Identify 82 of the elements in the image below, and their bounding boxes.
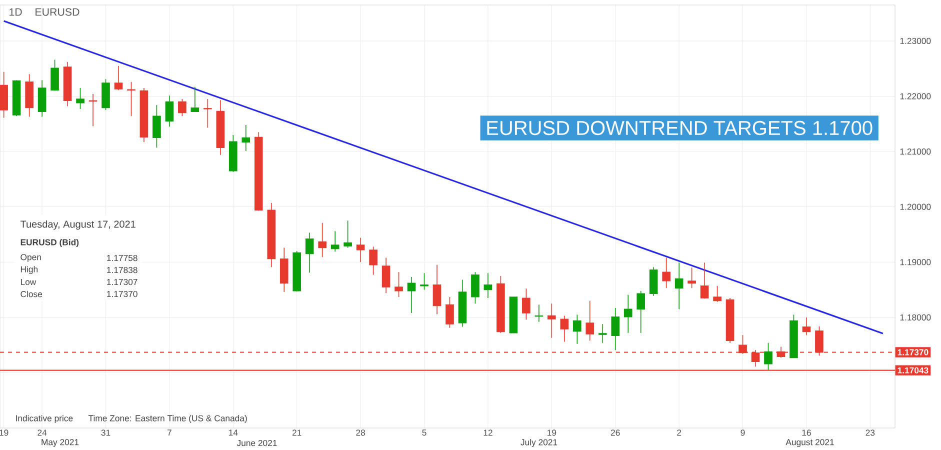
candlestick — [178, 98, 186, 117]
annotation: Close — [20, 290, 42, 298]
candlestick — [330, 230, 340, 252]
x-tick-label: 28 — [356, 430, 365, 436]
x-tick-label: 9 — [740, 430, 745, 436]
candlestick — [407, 276, 416, 314]
candlestick — [446, 296, 454, 328]
annotation: Time Zone: Eastern Time (US & Canada) — [88, 414, 247, 424]
candlestick — [586, 300, 594, 342]
candlestick — [713, 285, 722, 302]
candlestick — [165, 95, 174, 128]
candlestick — [242, 124, 250, 152]
candlestick — [802, 317, 811, 336]
annotation: 1.17838 — [107, 266, 138, 274]
x-tick-label: 19 — [0, 430, 8, 436]
annotation: Open — [20, 254, 41, 262]
candlestick — [674, 262, 684, 310]
text: May 2021 — [42, 439, 79, 447]
annotation: Tuesday, August 17, 2021 — [20, 220, 136, 230]
candlestick — [190, 86, 200, 112]
candlestick — [572, 314, 582, 344]
y-tick-label: 1.19000 — [900, 259, 931, 266]
annotation: High — [20, 266, 38, 274]
candlestick — [356, 237, 365, 263]
candlestick — [38, 80, 46, 118]
annotation: EURUSD DOWNTREND TARGETS 1.1700 — [487, 120, 872, 136]
ref-line-label: 1.17043 — [898, 367, 928, 374]
chart-title: 1D — [10, 8, 22, 16]
y-tick-label: 1.21000 — [900, 148, 931, 155]
x-tick-label: 7 — [167, 430, 172, 436]
candlestick — [114, 65, 123, 91]
annotation: 1.17307 — [107, 278, 138, 286]
candlestick — [76, 88, 84, 110]
candlestick — [764, 342, 772, 370]
candlestick — [50, 59, 59, 92]
x-tick-label: 26 — [610, 430, 620, 436]
candlestick — [598, 324, 607, 344]
candlestick — [305, 232, 314, 274]
candlestick — [624, 294, 632, 334]
x-tick-label: 16 — [802, 430, 811, 436]
x-tick-label: 14 — [229, 430, 238, 436]
text: June 2021 — [236, 440, 277, 446]
candlestick — [700, 262, 709, 300]
candlestick — [688, 267, 696, 289]
y-tick-label: 1.18000 — [900, 314, 931, 320]
x-tick-label: 31 — [101, 430, 110, 436]
annotation: 1.17370 — [107, 290, 138, 298]
candlestick — [484, 272, 492, 298]
candlestick — [318, 222, 326, 258]
annotation: Indicative price — [16, 414, 73, 424]
y-tick-label: 1.23000 — [900, 38, 931, 44]
annotation: Low — [20, 278, 36, 286]
candlestick — [344, 220, 352, 248]
x-tick-label: 23 — [866, 430, 875, 436]
candlestick — [394, 272, 403, 298]
candlestick — [636, 290, 645, 334]
text: July 2021 — [520, 438, 558, 448]
x-tick-label: 5 — [422, 430, 426, 436]
candlestick — [369, 246, 378, 276]
annotation: EURUSD (Bid) — [20, 238, 79, 248]
x-tick-label: 12 — [484, 430, 492, 436]
candlestick — [548, 303, 556, 338]
y-tick-label: 1.22000 — [900, 93, 931, 100]
annotation: 1.17758 — [107, 254, 138, 262]
x-tick-label: 24 — [38, 430, 47, 436]
x-tick-label: 21 — [292, 430, 302, 436]
y-tick-label: 1.20000 — [900, 204, 931, 210]
candlestick — [382, 257, 390, 294]
chart-subtitle: EURUSD — [36, 8, 80, 16]
x-tick-label: 19 — [548, 430, 556, 436]
candlestick — [522, 288, 530, 320]
candlestick — [471, 272, 480, 304]
ref-line-label: 1.17370 — [898, 349, 928, 356]
candlestick — [560, 315, 569, 342]
candlestick — [204, 98, 212, 128]
candlestick — [662, 257, 670, 289]
candlestick — [649, 266, 658, 296]
candlestick — [432, 264, 442, 314]
x-tick-label: 2 — [677, 430, 682, 436]
text: August 2021 — [786, 439, 834, 447]
candlestick — [611, 308, 620, 350]
candlestick — [152, 104, 161, 148]
